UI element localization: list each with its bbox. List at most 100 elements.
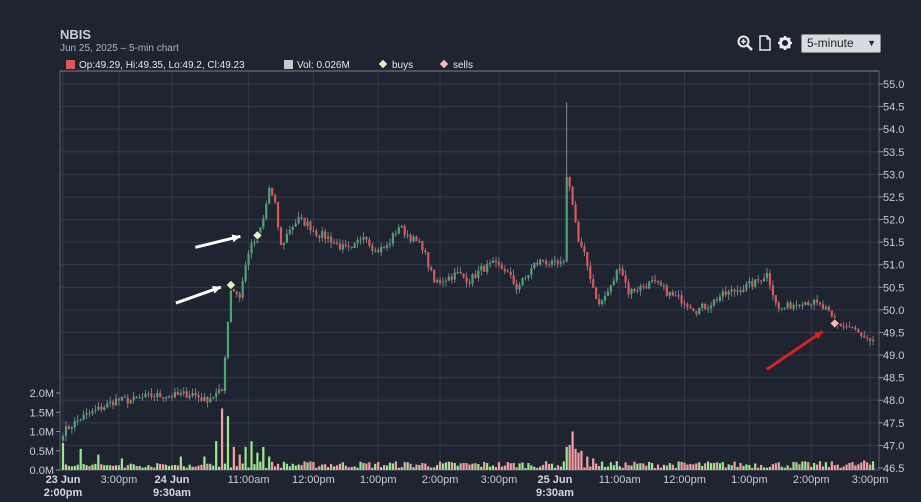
time-tick-sublabel: 9:30am bbox=[536, 487, 574, 499]
candle bbox=[786, 300, 789, 310]
candle-body bbox=[821, 304, 825, 309]
candle-body bbox=[282, 242, 286, 245]
candle-body bbox=[341, 244, 344, 250]
candle-body bbox=[742, 289, 745, 292]
volume-bar bbox=[821, 466, 825, 470]
candle-body bbox=[88, 413, 91, 415]
volume-bar bbox=[273, 466, 277, 470]
candle-body bbox=[397, 227, 400, 234]
candle bbox=[377, 247, 380, 254]
candle bbox=[288, 225, 291, 236]
candle-body bbox=[374, 250, 377, 252]
volume-bar bbox=[606, 466, 610, 470]
price-tick-label: 54.5 bbox=[883, 102, 904, 114]
candle bbox=[595, 286, 598, 300]
volume-bar bbox=[739, 462, 742, 470]
volume-bar bbox=[362, 463, 365, 470]
candle bbox=[365, 235, 368, 243]
candle bbox=[209, 393, 212, 403]
zoom-icon[interactable] bbox=[737, 35, 753, 51]
candle bbox=[241, 277, 244, 301]
candle-body bbox=[91, 410, 94, 414]
candle bbox=[132, 391, 135, 404]
volume-bar bbox=[718, 463, 721, 470]
candle-body bbox=[486, 263, 489, 272]
candle-body bbox=[727, 291, 730, 295]
document-icon[interactable] bbox=[757, 35, 773, 51]
volume-bar bbox=[197, 465, 200, 470]
candle-body bbox=[265, 203, 268, 219]
candle-body bbox=[244, 265, 247, 282]
candle bbox=[94, 404, 97, 414]
volume-bar bbox=[757, 467, 760, 470]
candle bbox=[742, 284, 745, 293]
volume-bar bbox=[595, 463, 598, 470]
legend-volume: Vol: 0.026M bbox=[297, 60, 350, 71]
candle-body bbox=[748, 281, 751, 284]
volume-bar bbox=[400, 467, 403, 470]
candle bbox=[244, 261, 247, 284]
candle-body bbox=[586, 252, 589, 267]
candle-body bbox=[82, 414, 85, 420]
candle-body bbox=[815, 299, 819, 303]
volume-bar bbox=[592, 458, 595, 470]
candle bbox=[229, 286, 233, 324]
candle-body bbox=[229, 289, 233, 322]
candle-body bbox=[857, 329, 860, 333]
gear-icon[interactable] bbox=[777, 35, 793, 51]
volume-bar bbox=[430, 467, 433, 470]
candle-body bbox=[860, 332, 863, 336]
price-tick-label: 49.0 bbox=[883, 350, 904, 362]
candle bbox=[335, 238, 339, 246]
candle bbox=[659, 279, 663, 286]
legend-buys-marker bbox=[378, 59, 388, 69]
candle-body bbox=[642, 285, 645, 287]
volume-bar bbox=[497, 462, 501, 470]
volume-bar bbox=[315, 467, 318, 470]
volume-bar bbox=[536, 467, 539, 470]
candle-body bbox=[636, 290, 639, 292]
candle-body bbox=[518, 285, 521, 290]
volume-bar bbox=[857, 464, 860, 470]
volume-bar bbox=[798, 464, 801, 470]
volume-bar bbox=[577, 452, 580, 470]
volume-bar bbox=[651, 463, 654, 470]
volume-bar bbox=[751, 467, 754, 470]
volume-bar bbox=[424, 463, 427, 470]
volume-bar bbox=[282, 461, 286, 470]
candle bbox=[385, 241, 389, 251]
volume-bar bbox=[377, 462, 380, 470]
candle bbox=[182, 387, 185, 397]
volume-bar bbox=[200, 464, 203, 470]
candle-body bbox=[218, 389, 221, 393]
candle bbox=[147, 391, 150, 398]
candle bbox=[600, 299, 604, 307]
candle bbox=[191, 388, 194, 398]
candle-body bbox=[683, 303, 686, 305]
candle-body bbox=[194, 392, 197, 396]
volume-bar bbox=[777, 462, 780, 470]
volume-bar bbox=[459, 463, 462, 470]
candle bbox=[553, 255, 557, 266]
price-tick-label: 52.5 bbox=[883, 192, 904, 204]
volume-bar bbox=[185, 467, 188, 470]
candle bbox=[359, 236, 362, 245]
interval-select[interactable]: 5-minute ▼ bbox=[801, 33, 881, 53]
volume-bar bbox=[662, 464, 666, 470]
volume-bar bbox=[103, 465, 106, 470]
volume-bar bbox=[698, 462, 701, 470]
candle bbox=[706, 304, 710, 314]
candle-body bbox=[271, 187, 274, 196]
volume-bar bbox=[833, 465, 836, 470]
candle bbox=[88, 409, 91, 418]
candle-body bbox=[671, 291, 674, 296]
volume-bar bbox=[489, 466, 492, 470]
volume-bar bbox=[506, 462, 509, 470]
page-title: NBIS bbox=[60, 27, 92, 42]
candle-body bbox=[126, 397, 129, 404]
candle bbox=[677, 290, 680, 300]
volume-bar bbox=[209, 463, 212, 470]
candle-body bbox=[712, 299, 716, 306]
chevron-down-icon: ▼ bbox=[867, 38, 876, 48]
